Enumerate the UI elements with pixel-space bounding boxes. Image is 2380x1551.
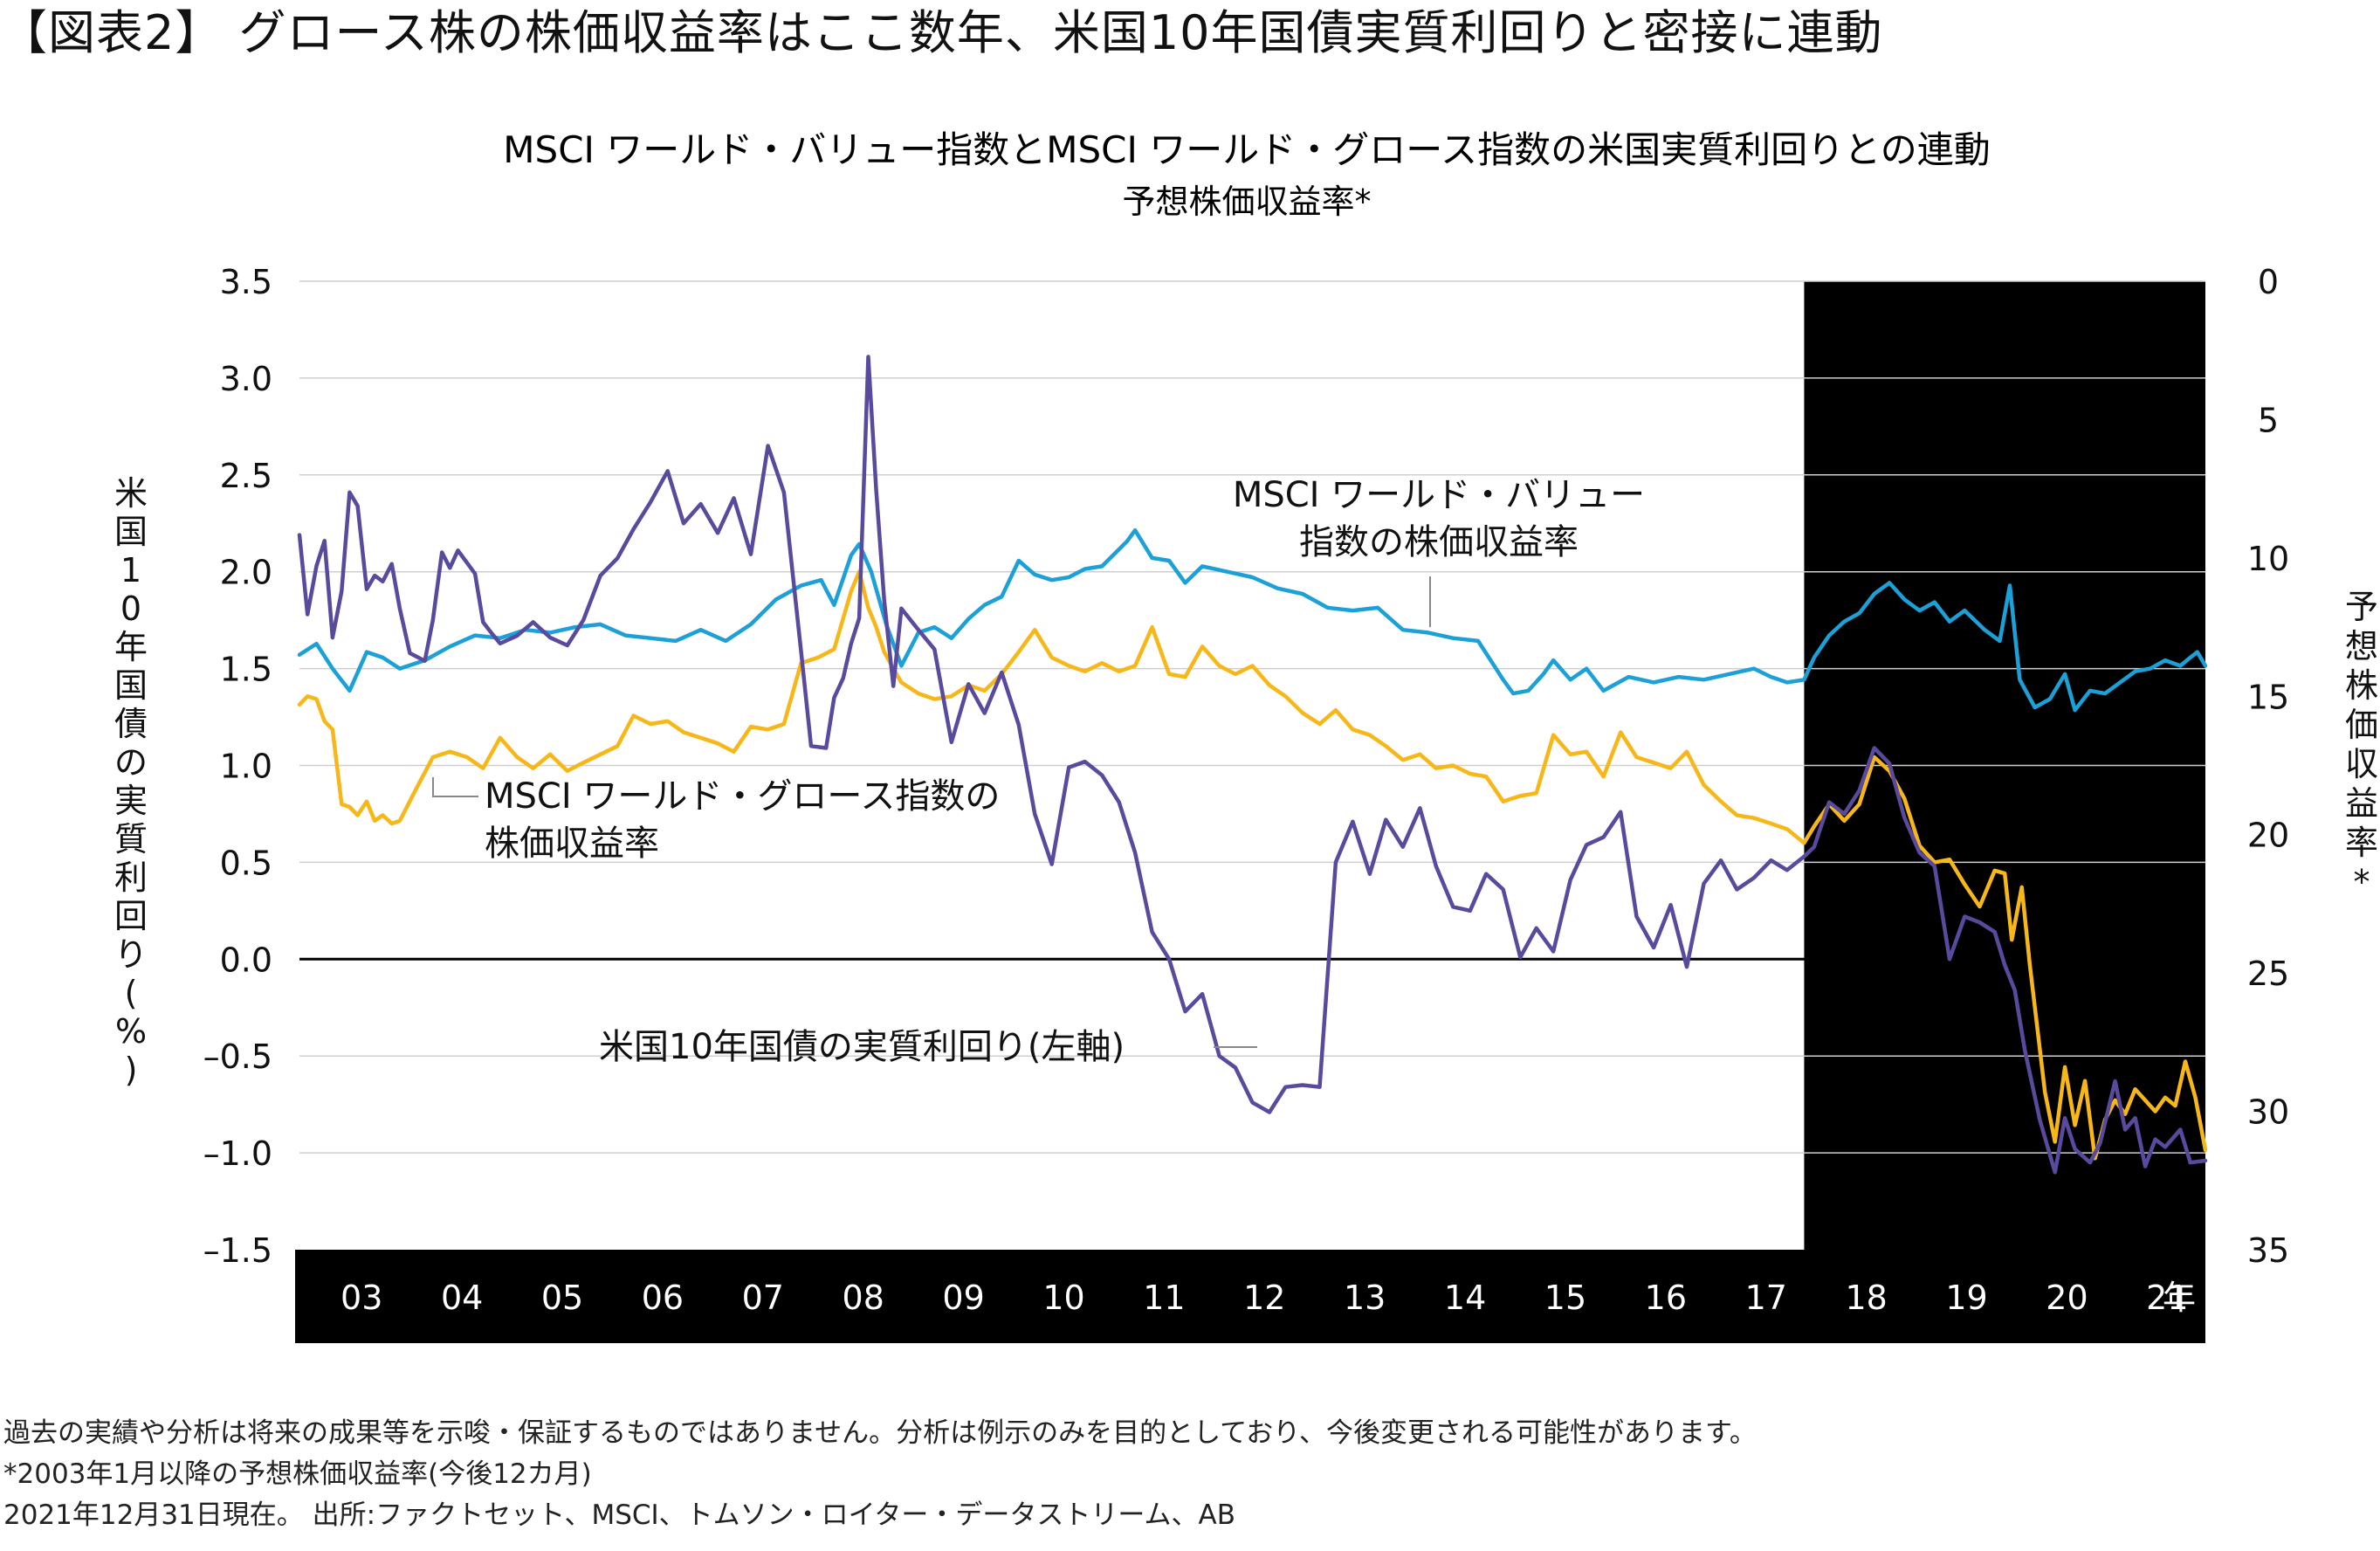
left-tick-label: 0.0 <box>220 941 272 979</box>
series-line-real_yield <box>297 355 2208 1175</box>
annotation-value: 指数の株価収益率 <box>1299 522 1579 562</box>
footnotes: 過去の実績や分析は将来の成果等を示唆・保証するものではありません。分析は例示のみ… <box>3 1413 1757 1536</box>
axis-titles: 米国 1 0 年国債の実質利回り(%) 予想株価収益率* <box>114 474 2378 1089</box>
x-tick-label: 17 <box>1745 1279 1787 1317</box>
left-tick-label: –0.5 <box>203 1037 272 1076</box>
right-tick-label: 20 <box>2247 817 2289 855</box>
x-tick-label: 12 <box>1243 1279 1285 1317</box>
annotation-growth: MSCI ワールド・グロース指数の <box>485 776 1000 817</box>
left-tick-label: 3.5 <box>220 263 272 301</box>
gridlines <box>299 280 2205 1154</box>
left-tick-label: 2.0 <box>220 554 272 592</box>
x-tick-label: 20 <box>2046 1279 2088 1317</box>
right-axis-ticks: 0 5 10 15 20 25 30 35 <box>2247 263 2289 1270</box>
x-tick-label: 08 <box>843 1279 884 1317</box>
x-tick-label: 06 <box>642 1279 684 1317</box>
x-tick-label: 03 <box>340 1279 382 1317</box>
left-tick-label: 3.0 <box>220 360 272 398</box>
x-tick-label: 18 <box>1845 1279 1887 1317</box>
chart: MSCI ワールド・バリュー指数とMSCI ワールド・グロース指数の米国実質利回… <box>114 128 2378 1343</box>
x-tick-label: 19 <box>1945 1279 1987 1317</box>
series-line-growth <box>297 569 2208 1161</box>
left-tick-label: 2.5 <box>220 457 272 495</box>
note-pe-definition: *2003年1月以降の予想株価収益率(今後12カ月) <box>3 1458 592 1490</box>
x-tick-label: 09 <box>942 1279 984 1317</box>
right-tick-label: 25 <box>2247 955 2289 993</box>
series-line-value <box>297 527 2208 713</box>
left-axis-ticks: 3.5 3.0 2.5 2.0 1.5 1.0 0.5 0.0 –0.5 –1.0 –1.5 <box>203 263 272 1270</box>
x-unit-label: 年 <box>2163 1279 2196 1317</box>
left-tick-label: –1.0 <box>203 1134 272 1173</box>
x-tick-label: 21 <box>2146 1279 2188 1317</box>
right-tick-label: 0 <box>2258 263 2279 301</box>
left-tick-label: 1.5 <box>220 651 272 689</box>
x-tick-label: 11 <box>1143 1279 1185 1317</box>
x-axis-band <box>295 1250 2205 1343</box>
x-axis-ticks: 03 04 05 06 07 08 09 10 11 12 13 14 15 16 17 18 19 20 21年 <box>340 1279 2196 1317</box>
left-tick-label: 1.0 <box>220 748 272 786</box>
series-layer <box>297 355 2208 1175</box>
x-tick-label: 13 <box>1344 1279 1386 1317</box>
x-tick-label: 14 <box>1444 1279 1486 1317</box>
x-tick-label: 05 <box>541 1279 583 1317</box>
page-headline: 【図表2】 グロース株の株価収益率はここ数年、米国10年国債実質利回りと密接に連… <box>0 5 1883 60</box>
left-tick-label: –1.5 <box>203 1231 272 1270</box>
x-tick-label: 07 <box>742 1279 784 1317</box>
right-tick-label: 35 <box>2247 1231 2289 1270</box>
note-disclaimer: 過去の実績や分析は将来の成果等を示唆・保証するものではありません。分析は例示のみ… <box>3 1417 1757 1449</box>
note-source: 2021年12月31日現在。 出所:ファクトセット、MSCI、トムソン・ロイター… <box>3 1499 1235 1531</box>
right-tick-label: 10 <box>2247 540 2289 578</box>
right-tick-label: 15 <box>2247 678 2289 716</box>
chart-subtitle: 予想株価収益率* <box>1122 183 1371 221</box>
x-tick-label: 16 <box>1645 1279 1687 1317</box>
annotation-growth: 株価収益率 <box>485 824 659 864</box>
left-axis-title: 米国 1 0 年国債の実質利回り(%) <box>114 474 148 1089</box>
left-tick-label: 0.5 <box>220 844 272 882</box>
chart-title: MSCI ワールド・バリュー指数とMSCI ワールド・グロース指数の米国実質利回… <box>503 128 1990 171</box>
x-tick-label: 15 <box>1544 1279 1586 1317</box>
x-tick-label: 10 <box>1042 1279 1084 1317</box>
leader-line-growth <box>432 777 478 797</box>
x-tick-label: 04 <box>441 1279 483 1317</box>
right-tick-label: 5 <box>2258 401 2279 439</box>
annotation-real_yield: 米国10年国債の実質利回り(左軸) <box>599 1027 1125 1067</box>
right-axis-title: 予想株価収益率* <box>2345 588 2378 901</box>
right-tick-label: 30 <box>2247 1093 2289 1132</box>
annotation-value: MSCI ワールド・バリュー <box>1233 475 1645 515</box>
